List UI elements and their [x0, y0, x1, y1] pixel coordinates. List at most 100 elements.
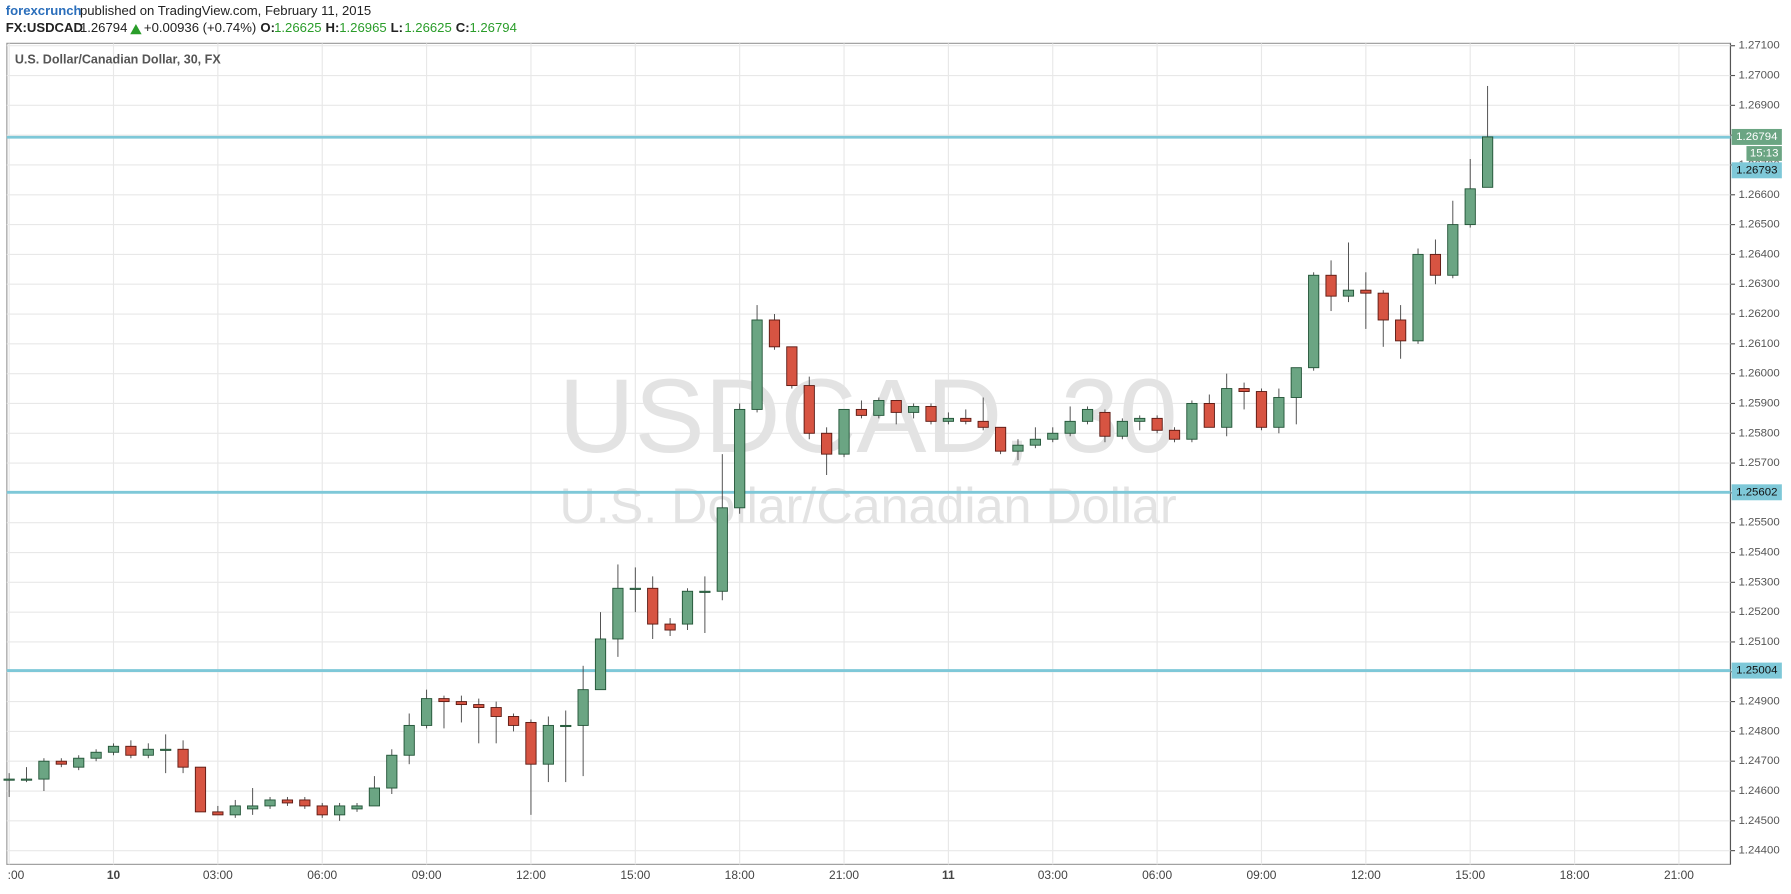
candle-body — [125, 745, 137, 756]
candle-body — [1482, 136, 1494, 188]
y-tick-label: 1.24700 — [1738, 755, 1779, 767]
symbol: FX:USDCAD — [6, 20, 83, 35]
author[interactable]: forexcrunch — [6, 3, 82, 18]
candle-body — [20, 778, 33, 781]
candle-body — [1134, 417, 1146, 422]
candle-body — [768, 319, 781, 348]
up-arrow — [130, 23, 142, 35]
candle-body — [994, 426, 1007, 452]
candle-body — [420, 698, 433, 726]
candle-body — [73, 757, 85, 768]
candle-body — [212, 811, 224, 816]
candle-body — [1395, 319, 1407, 342]
candle-body — [1429, 253, 1442, 276]
candle-body — [194, 766, 207, 813]
candle-body — [1377, 292, 1389, 321]
candle-body — [734, 408, 746, 509]
candle-body — [577, 689, 589, 726]
x-tick-label: 15:00 — [620, 868, 650, 882]
marks: 1.26793 1.25602 1.25004 1.26794 15:13 — [3, 85, 1782, 821]
x-tick-label: :00 — [8, 868, 25, 882]
candle-body — [455, 701, 467, 706]
ohlc-value: 1.26794 — [469, 20, 516, 35]
line-label: 1.25004 — [1736, 665, 1778, 677]
candle-body — [716, 507, 728, 592]
x-tick-label: 21:00 — [829, 868, 859, 882]
y-tick-label: 1.26500 — [1738, 219, 1779, 231]
candle-body — [1116, 420, 1128, 437]
candle-body — [786, 346, 798, 387]
candle-body — [1047, 432, 1059, 440]
ohlc-value: 1.26965 — [339, 20, 386, 35]
y-tick-label: 1.26300 — [1738, 278, 1779, 290]
candle-body — [351, 805, 363, 810]
candle-body — [3, 778, 15, 781]
candle-body — [160, 748, 172, 751]
candle-body — [751, 319, 763, 410]
watermark: USDCAD, 30 — [559, 358, 1178, 475]
y-tick-label: 1.25300 — [1738, 576, 1779, 588]
countdown-label: 15:13 — [1750, 147, 1779, 159]
y-tick-label: 1.27100 — [1738, 40, 1779, 52]
y-tick-label: 1.24900 — [1738, 696, 1779, 708]
line-label: 1.26793 — [1736, 164, 1777, 176]
candle-body — [55, 760, 67, 765]
y-tick-label: 1.26100 — [1738, 338, 1779, 350]
candle-body — [281, 799, 294, 804]
candle-body — [1464, 188, 1476, 226]
line-label: 1.25602 — [1736, 486, 1777, 498]
candle-body — [855, 408, 868, 416]
candle-body — [681, 590, 694, 625]
last-price: 1.26794 — [80, 20, 127, 35]
candle-body — [1342, 289, 1355, 297]
candle-body — [1273, 397, 1285, 428]
x-tick-label: 09:00 — [1246, 868, 1276, 882]
last-price-box — [1731, 128, 1782, 145]
y-tick-label: 1.25200 — [1738, 606, 1779, 618]
x-tick-label: 10 — [107, 868, 121, 882]
candle-body — [629, 587, 641, 590]
candle-body — [1447, 224, 1459, 276]
candle-body — [925, 405, 937, 422]
candle-body — [1099, 411, 1111, 437]
ohlc-value: 1.26625 — [404, 20, 451, 35]
candle-body — [594, 638, 607, 691]
candle-body — [1255, 391, 1268, 428]
candle-body — [299, 799, 311, 807]
candle-body — [1081, 408, 1094, 422]
candle-body — [1221, 388, 1233, 428]
candle-body — [1029, 438, 1041, 446]
candle-body — [890, 400, 902, 413]
candle-body — [368, 787, 381, 807]
y-tick-label: 1.25500 — [1738, 517, 1779, 529]
line-label-box — [1731, 662, 1782, 679]
y-tick-label: 1.24800 — [1738, 725, 1779, 737]
y-tick-label: 1.26400 — [1738, 248, 1779, 260]
x-tick-label: 21:00 — [1664, 868, 1694, 882]
y-tick-label: 1.25700 — [1738, 457, 1779, 469]
candle-body — [873, 400, 885, 416]
candle-body — [1290, 367, 1302, 398]
y-tick-label: 1.26000 — [1738, 368, 1779, 380]
candle-body — [177, 748, 189, 768]
candle-body — [1360, 289, 1372, 294]
candle-body — [908, 405, 920, 413]
x-tick-label: 12:00 — [1351, 868, 1381, 882]
countdown-box — [1746, 146, 1782, 161]
watermark-subtitle: U.S. Dollar/Canadian Dollar — [560, 478, 1177, 534]
candle-body — [699, 590, 711, 593]
candle-body — [334, 805, 346, 816]
x-tick-label: 06:00 — [307, 868, 337, 882]
candle-body — [473, 704, 485, 708]
candle-body — [525, 721, 537, 765]
candle-body — [386, 754, 398, 789]
y-tick-label: 1.24600 — [1738, 785, 1779, 797]
change: +0.00936 (+0.74%) — [144, 20, 256, 35]
candle-body — [1203, 403, 1215, 428]
candle-body — [960, 417, 972, 422]
candle-body — [612, 587, 624, 640]
candle-body — [403, 724, 415, 756]
x-tick-label: 03:00 — [203, 868, 233, 882]
ohlc-value: 1.26625 — [274, 20, 321, 35]
